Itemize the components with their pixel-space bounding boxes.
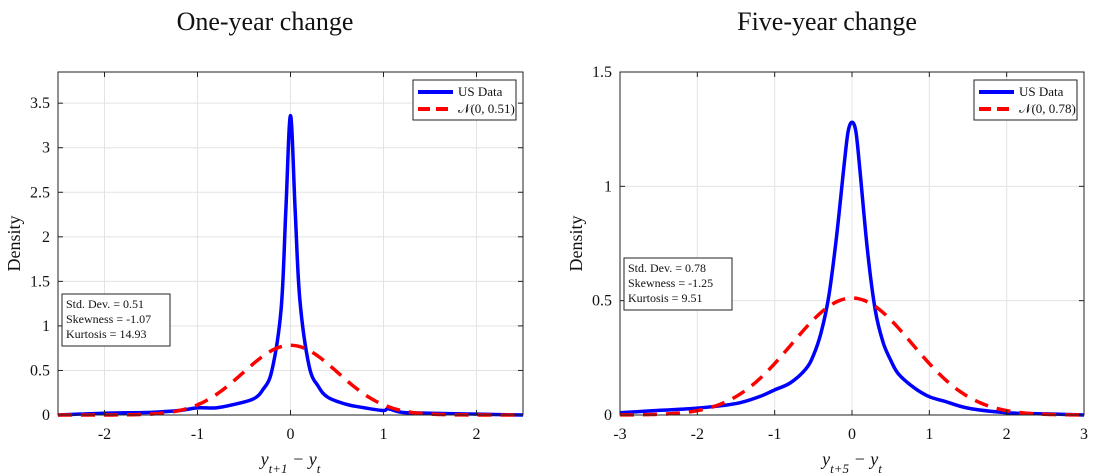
y-tick-label: 2 [42, 229, 50, 246]
legend-label: 𝒩(0, 0.51) [458, 101, 515, 116]
chart-panel-2: Five-year change -3 -2 -1 0 1 2 3 0 0.5 1 1.5 Densit… [566, 7, 1088, 476]
x-axis-label-part: y [820, 449, 830, 469]
x-tick-label: 2 [1003, 426, 1011, 443]
chart-title: One-year change [177, 7, 354, 36]
y-tick-label: 3 [42, 140, 50, 157]
stats-box-frame [623, 257, 733, 311]
legend-box [973, 79, 1078, 121]
x-axis-label-part: t [317, 461, 321, 476]
y-axis-label: Density [4, 216, 24, 272]
y-tick-label: 1.5 [592, 64, 612, 81]
y-tick-label: 1 [42, 318, 50, 335]
stats-line: Kurtosis = 9.51 [628, 291, 702, 305]
legend: US Data 𝒩(0, 0.51) [412, 79, 517, 121]
x-tick-label: -2 [691, 426, 704, 443]
x-tick-label: 3 [1080, 426, 1088, 443]
stats-line: Skewness = -1.25 [628, 276, 713, 290]
x-axis-label: yt+1 − yt [259, 449, 321, 476]
y-tick-label: 1.5 [30, 273, 50, 290]
y-tick-label: 0 [42, 407, 50, 424]
stats-line: Skewness = -1.07 [66, 312, 151, 326]
legend-label: US Data [1019, 84, 1064, 99]
x-tick-label: 1 [925, 426, 933, 443]
x-axis-label-part: t+1 [269, 461, 288, 476]
x-tick-label: -2 [98, 426, 111, 443]
stats-line: Std. Dev. = 0.78 [628, 261, 706, 275]
y-axis-label: Density [566, 216, 586, 272]
x-tick-label: 2 [473, 426, 481, 443]
y-tick-label: 0.5 [30, 362, 50, 379]
chart-title: Five-year change [737, 7, 917, 36]
y-tick-label: 1 [604, 178, 612, 195]
legend-label: 𝒩(0, 0.78) [1019, 101, 1076, 116]
x-tick-label: -3 [613, 426, 626, 443]
x-axis-label-part: − y [849, 449, 878, 469]
y-tick-label: 2.5 [30, 184, 50, 201]
us-data-line [57, 113, 524, 417]
x-axis-label-part: y [259, 449, 269, 469]
x-axis-label-part: − y [288, 449, 317, 469]
legend: US Data 𝒩(0, 0.78) [973, 79, 1078, 121]
x-tick-label: 1 [380, 426, 388, 443]
chart-panel-1: One-year change -2 -1 0 1 2 0 0.5 1 1.5 2 2.5 3 3.5 De… [4, 7, 524, 476]
stats-box-frame [61, 293, 171, 347]
stats-line: Std. Dev. = 0.51 [66, 297, 144, 311]
stats-line: Kurtosis = 14.93 [66, 327, 146, 341]
x-tick-label: -1 [191, 426, 204, 443]
x-tick-label: 0 [287, 426, 295, 443]
legend-label: US Data [458, 84, 503, 99]
y-tick-label: 0.5 [592, 293, 612, 310]
us-data-line [619, 120, 1085, 417]
y-tick-label: 0 [604, 407, 612, 424]
legend-box [412, 79, 517, 121]
x-tick-label: 0 [848, 426, 856, 443]
x-tick-label: -1 [768, 426, 781, 443]
y-tick-label: 3.5 [30, 95, 50, 112]
x-axis-label-part: t+5 [830, 461, 849, 476]
x-axis-label-part: t [878, 461, 882, 476]
x-axis-label: yt+5 − yt [820, 449, 882, 476]
